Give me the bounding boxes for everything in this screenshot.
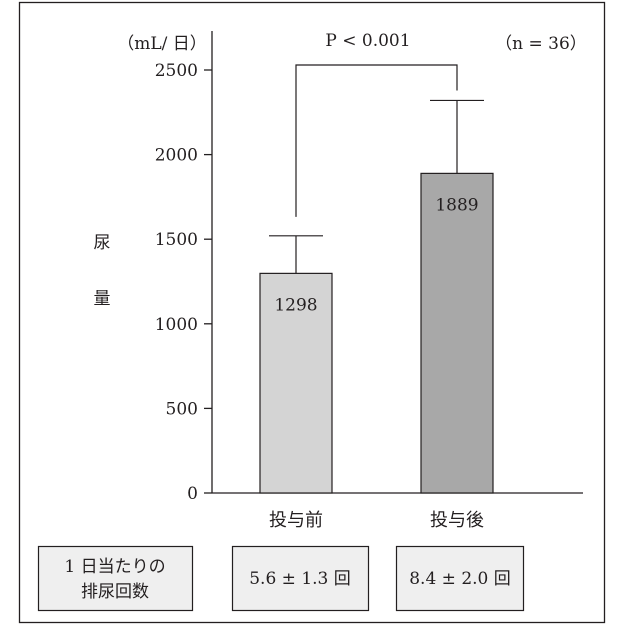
y-axis-title-char-1: 尿 [94,233,111,253]
bar-value-label: 1889 [435,195,478,215]
table-cell-before-text: 5.6 ± 1.3 回 [249,569,351,589]
y-tick-label: 1000 [155,315,198,335]
y-axis-title-char-2: 量 [94,289,111,309]
y-tick-label: 500 [166,399,198,419]
y-tick-label: 2500 [155,61,198,81]
y-tick-label: 0 [187,484,198,504]
y-unit-label: （mL/ 日） [117,34,207,54]
table-header-line-2: 排尿回数 [81,582,149,602]
y-tick-label: 2000 [155,146,198,166]
sample-size-label: （n = 36） [495,34,587,54]
y-tick-label: 1500 [155,230,198,250]
significance-label: P < 0.001 [325,31,410,51]
bar-value-label: 1298 [274,295,317,315]
bar [421,173,493,493]
table-header-line-1: 1 日当たりの [64,557,165,577]
table-cell-after-text: 8.4 ± 2.0 回 [409,569,511,589]
x-tick-label-after: 投与後 [430,510,484,531]
x-tick-label-before: 投与前 [269,510,323,531]
